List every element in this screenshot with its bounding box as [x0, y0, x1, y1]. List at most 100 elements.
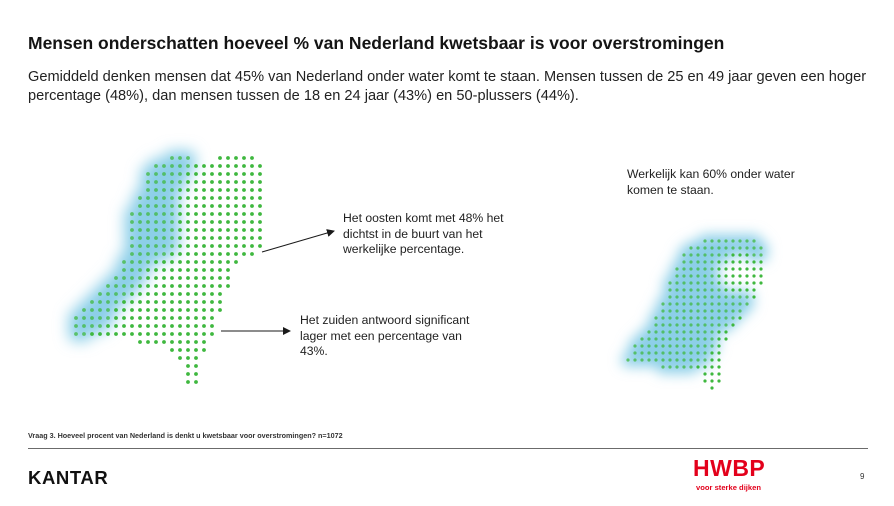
water-haze-blob: [656, 339, 670, 353]
land-dot: [170, 252, 174, 256]
flooded-dot: [696, 288, 700, 292]
flooded-dot: [154, 228, 158, 232]
flooded-dot: [106, 308, 110, 312]
water-haze-blob: [156, 206, 172, 222]
flooded-dot: [162, 220, 166, 224]
land-dot: [258, 188, 262, 192]
land-dot: [226, 196, 230, 200]
water-haze-blob: [684, 248, 698, 262]
flooded-dot: [668, 281, 672, 285]
water-haze-blob: [100, 294, 116, 310]
flooded-dot: [661, 323, 665, 327]
water-haze-blob: [148, 206, 164, 222]
flooded-dot: [138, 204, 142, 208]
water-haze-blob: [691, 262, 705, 276]
land-dot: [194, 308, 198, 312]
water-haze-blob: [116, 270, 132, 286]
land-dot: [162, 316, 166, 320]
land-dot: [186, 172, 190, 176]
land-dot: [194, 348, 198, 352]
land-dot: [170, 268, 174, 272]
land-dot: [186, 276, 190, 280]
flooded-dot: [82, 308, 86, 312]
flooded-dot: [114, 300, 118, 304]
land-dot: [226, 180, 230, 184]
flooded-dot: [162, 252, 166, 256]
land-dot: [202, 212, 206, 216]
land-dot: [146, 276, 150, 280]
land-dot: [170, 284, 174, 288]
land-dot: [242, 156, 246, 160]
flooded-dot: [682, 302, 686, 306]
flooded-dot: [682, 330, 686, 334]
water-haze-blob: [140, 190, 156, 206]
water-haze-blob: [691, 283, 705, 297]
water-haze-blob: [670, 360, 684, 374]
water-haze-blob: [92, 294, 108, 310]
water-haze-blob: [747, 234, 761, 248]
water-haze-blob: [670, 353, 684, 367]
water-haze-blob: [132, 222, 148, 238]
flooded-dot: [668, 337, 672, 341]
water-haze-blob: [164, 198, 180, 214]
water-haze-blob: [740, 234, 754, 248]
land-dot: [194, 220, 198, 224]
water-haze-blob: [733, 290, 747, 304]
water-haze-blob: [108, 294, 124, 310]
flooded-dot: [146, 260, 150, 264]
water-haze-blob: [705, 234, 719, 248]
water-haze-blob: [677, 290, 691, 304]
land-dot: [242, 188, 246, 192]
water-haze-blob: [705, 304, 719, 318]
water-haze-blob: [684, 318, 698, 332]
flooded-dot: [696, 267, 700, 271]
land-dot: [186, 244, 190, 248]
flooded-dot: [146, 180, 150, 184]
flooded-dot: [689, 253, 693, 257]
water-haze-blob: [684, 332, 698, 346]
land-dot: [170, 340, 174, 344]
water-haze-blob: [712, 283, 726, 297]
water-haze-blob: [754, 241, 768, 255]
annotation-east: Het oosten komt met 48% het dichtst in d…: [343, 211, 504, 256]
land-dot: [114, 332, 118, 336]
flooded-dot: [724, 302, 728, 306]
perceived-map-dots: [74, 156, 262, 384]
land-dot: [186, 332, 190, 336]
land-dot: [250, 172, 254, 176]
land-dot: [234, 156, 238, 160]
water-haze-blob: [132, 206, 148, 222]
water-haze-blob: [677, 360, 691, 374]
water-haze-blob: [124, 222, 140, 238]
flooded-dot: [146, 196, 150, 200]
water-haze-blob: [132, 246, 148, 262]
land-dot: [250, 220, 254, 224]
water-haze-blob: [733, 304, 747, 318]
flooded-dot: [138, 260, 142, 264]
flooded-dot: [703, 295, 707, 299]
water-haze-blob: [698, 283, 712, 297]
land-dot: [186, 300, 190, 304]
land-dot: [202, 188, 206, 192]
land-dot: [226, 268, 230, 272]
water-haze-blob: [712, 297, 726, 311]
water-haze-blob: [635, 346, 649, 360]
flooded-dot: [98, 316, 102, 320]
flooded-dot: [710, 337, 714, 341]
land-dot: [202, 204, 206, 208]
annotation-actual: Werkelijk kan 60% onder water komen te s…: [627, 167, 795, 197]
flooded-dot: [668, 323, 672, 327]
flooded-dot: [703, 246, 707, 250]
flooded-dot: [710, 239, 714, 243]
flooded-dot: [689, 351, 693, 355]
land-dot: [138, 316, 142, 320]
flooded-dot: [682, 274, 686, 278]
water-haze-blob: [76, 318, 92, 334]
land-dot: [178, 356, 182, 360]
water-haze-blob: [649, 311, 663, 325]
water-haze-blob: [68, 310, 84, 326]
footer-divider: [28, 448, 868, 449]
flooded-dot: [724, 246, 728, 250]
flooded-dot: [170, 212, 174, 216]
flooded-dot: [682, 253, 686, 257]
